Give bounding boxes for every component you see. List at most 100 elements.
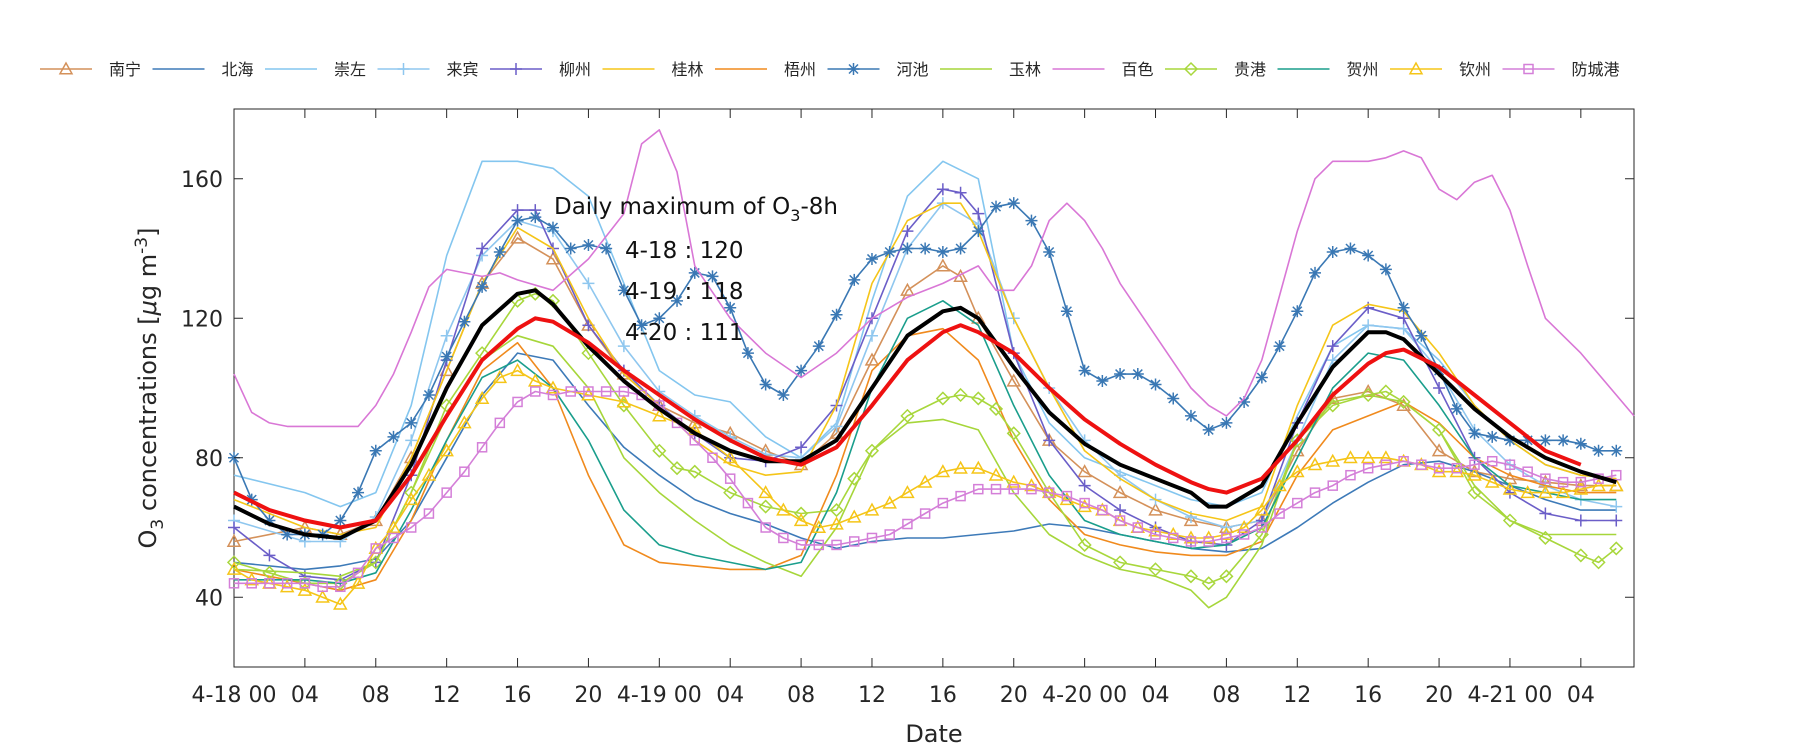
legend-item: 玉林 <box>940 60 1041 79</box>
data-point <box>990 483 1002 495</box>
data-point <box>776 502 791 516</box>
data-point <box>1433 364 1446 377</box>
data-point <box>1610 500 1623 513</box>
data-point <box>1309 266 1322 279</box>
data-point <box>741 347 754 360</box>
data-point <box>1167 532 1179 544</box>
data-point <box>884 529 895 540</box>
data-point <box>1238 395 1251 408</box>
data-point <box>687 464 702 479</box>
data-point <box>848 273 861 286</box>
data-point <box>1077 499 1092 513</box>
data-point <box>882 495 897 509</box>
legend-item: 柳州 <box>490 60 591 79</box>
data-point <box>1327 480 1338 491</box>
data-point <box>1538 530 1553 546</box>
x-tick-label: 4-18 00 <box>192 683 277 708</box>
data-point <box>1360 383 1376 398</box>
data-point <box>368 555 383 570</box>
data-point <box>794 506 809 521</box>
data-point <box>1291 305 1304 318</box>
data-point <box>547 389 559 401</box>
data-point <box>1167 392 1180 405</box>
series-mean <box>233 288 1617 540</box>
data-point <box>459 466 470 477</box>
data-point <box>264 578 275 589</box>
x-tick-label: 04 <box>1142 683 1170 708</box>
data-point <box>1574 514 1587 527</box>
data-point <box>829 503 844 518</box>
data-point <box>1362 319 1375 332</box>
data-point <box>352 486 365 499</box>
data-point <box>1573 478 1589 492</box>
data-point <box>1096 375 1109 388</box>
data-point <box>1077 537 1092 552</box>
data-point <box>1220 416 1233 429</box>
data-point <box>1591 478 1606 492</box>
data-point <box>476 442 488 453</box>
data-point <box>226 555 242 570</box>
data-point <box>1290 464 1305 478</box>
data-point <box>1360 450 1376 464</box>
data-point <box>1503 434 1516 447</box>
data-point <box>1610 444 1623 457</box>
data-point <box>688 266 701 279</box>
data-point <box>635 319 648 332</box>
data-point <box>917 474 933 488</box>
data-point <box>1008 483 1019 495</box>
data-point <box>813 539 825 551</box>
legend-marker <box>510 63 522 75</box>
data-point <box>1077 464 1092 478</box>
data-point <box>1555 485 1571 499</box>
data-point <box>653 312 666 325</box>
legend-label: 南宁 <box>109 60 141 79</box>
data-point <box>299 578 311 589</box>
y-tick-label: 80 <box>195 447 223 472</box>
data-point <box>864 443 880 458</box>
data-point <box>954 186 967 199</box>
data-point <box>1484 474 1500 488</box>
series-e799bee889b2 <box>233 129 1635 428</box>
data-point <box>405 416 418 429</box>
x-tick-label: 20 <box>1000 683 1028 708</box>
data-point <box>228 521 240 534</box>
data-point <box>297 582 313 596</box>
data-point <box>493 245 506 258</box>
data-point <box>581 387 596 401</box>
data-point <box>1378 450 1394 464</box>
data-point <box>441 487 452 498</box>
data-point <box>1114 515 1126 526</box>
data-point <box>582 239 595 252</box>
data-point <box>866 532 878 544</box>
data-point <box>1433 462 1445 474</box>
legend-label: 柳州 <box>559 60 591 79</box>
data-point <box>883 245 896 258</box>
legend-item: 崇左 <box>265 60 366 79</box>
data-point <box>1325 398 1340 413</box>
data-point <box>1273 340 1286 353</box>
data-point <box>636 389 647 401</box>
data-point <box>919 242 932 255</box>
data-point <box>1415 329 1428 342</box>
x-tick-label: 20 <box>574 683 602 708</box>
data-point <box>1131 368 1144 381</box>
legend-item: 防城港 <box>1502 60 1620 79</box>
legend-label: 百色 <box>1122 60 1154 79</box>
data-point <box>707 452 718 463</box>
data-point <box>1467 467 1482 481</box>
data-point <box>935 464 951 478</box>
data-point <box>846 509 862 523</box>
data-point <box>1150 529 1161 540</box>
data-point <box>1557 476 1569 488</box>
data-point <box>901 242 914 255</box>
annotation-title: Daily maximum of O3-8h <box>554 194 838 225</box>
data-point <box>706 270 719 283</box>
data-point <box>1344 242 1357 255</box>
x-tick-label: 08 <box>1212 683 1240 708</box>
data-point <box>1326 354 1339 367</box>
legend-label: 防城港 <box>1572 60 1620 79</box>
data-point <box>512 396 523 408</box>
data-point <box>1184 409 1197 422</box>
data-point <box>600 386 612 397</box>
data-point <box>511 214 524 227</box>
